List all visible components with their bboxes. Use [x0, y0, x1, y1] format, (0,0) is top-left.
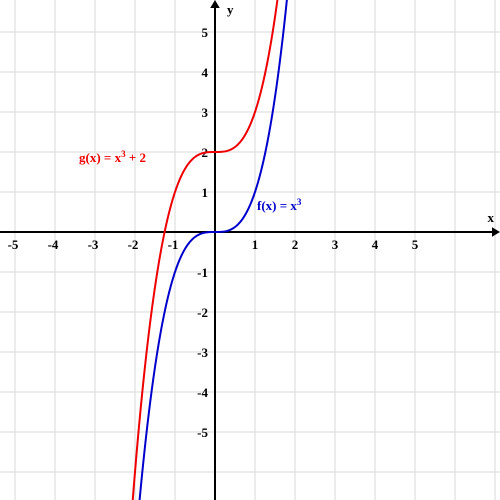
x-tick-label: -1	[168, 237, 179, 252]
y-tick-label: -1	[197, 265, 208, 280]
y-tick-label: -3	[197, 345, 208, 360]
plot-background	[0, 0, 500, 500]
x-tick-label: 5	[412, 237, 419, 252]
y-tick-label: 1	[202, 185, 209, 200]
series-label-f: f(x) = x3	[257, 197, 302, 213]
x-tick-label: 3	[332, 237, 339, 252]
y-axis-label: y	[227, 2, 234, 17]
x-tick-label: -3	[88, 237, 99, 252]
y-tick-label: 3	[202, 105, 209, 120]
y-tick-label: 5	[202, 25, 209, 40]
x-tick-label: -2	[128, 237, 139, 252]
y-tick-label: 4	[202, 65, 209, 80]
x-tick-label: 4	[372, 237, 379, 252]
y-tick-label: -5	[197, 425, 208, 440]
x-tick-label: -4	[48, 237, 59, 252]
x-tick-label: 1	[252, 237, 259, 252]
y-tick-label: -2	[197, 305, 208, 320]
y-tick-label: -4	[197, 385, 208, 400]
x-axis-label: x	[488, 210, 495, 225]
function-plot: -5-4-3-2-112345-5-4-3-2-112345xyf(x) = x…	[0, 0, 500, 500]
series-label-g: g(x) = x3 + 2	[79, 149, 146, 165]
x-tick-label: -5	[8, 237, 19, 252]
x-tick-label: 2	[292, 237, 299, 252]
